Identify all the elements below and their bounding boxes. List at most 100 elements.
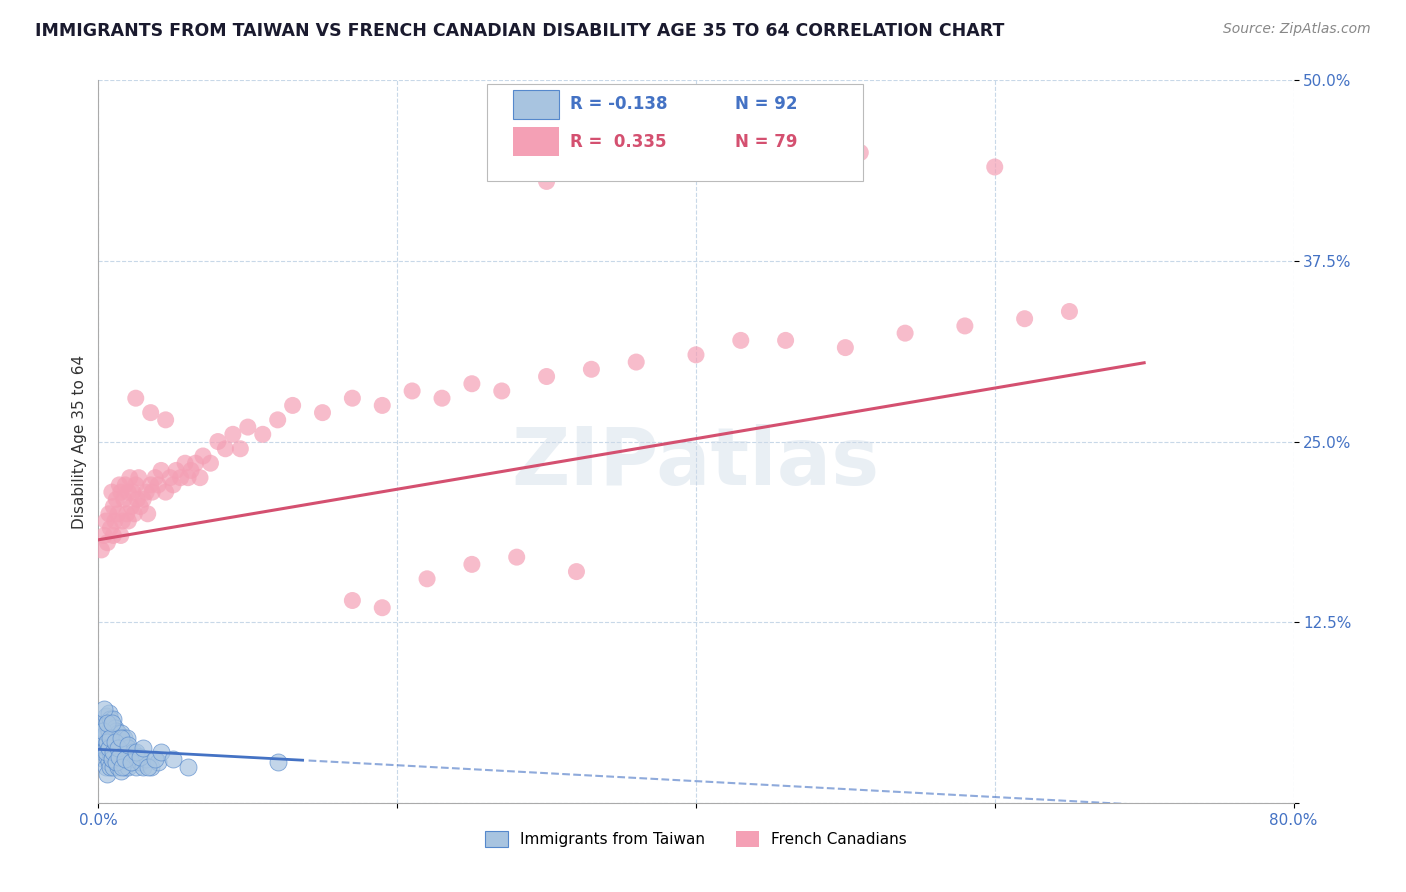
Point bbox=[125, 391, 148, 405]
Point bbox=[98, 760, 122, 774]
Point bbox=[112, 492, 135, 507]
Point bbox=[132, 760, 155, 774]
Point bbox=[118, 749, 141, 764]
Point bbox=[804, 153, 827, 167]
Text: Source: ZipAtlas.com: Source: ZipAtlas.com bbox=[1223, 22, 1371, 37]
Point bbox=[91, 723, 114, 738]
Text: R =  0.335: R = 0.335 bbox=[571, 133, 666, 151]
Point bbox=[103, 712, 125, 726]
Point bbox=[136, 760, 159, 774]
Point bbox=[120, 756, 142, 770]
Point bbox=[401, 384, 423, 398]
Point bbox=[141, 485, 163, 500]
Y-axis label: Disability Age 35 to 64: Disability Age 35 to 64 bbox=[72, 354, 87, 529]
Point bbox=[111, 735, 134, 749]
Point bbox=[581, 362, 603, 376]
Point bbox=[98, 521, 122, 535]
Point bbox=[101, 752, 124, 766]
Point bbox=[536, 174, 558, 188]
Point bbox=[180, 463, 202, 477]
Point bbox=[121, 745, 143, 759]
Point bbox=[103, 731, 125, 745]
Point bbox=[103, 760, 125, 774]
Point bbox=[430, 391, 453, 405]
Point bbox=[120, 756, 142, 770]
Point bbox=[150, 745, 173, 759]
Point bbox=[94, 514, 117, 528]
Point bbox=[110, 764, 132, 778]
Point bbox=[371, 600, 394, 615]
Point bbox=[132, 492, 155, 507]
Point bbox=[165, 463, 187, 477]
Point bbox=[105, 740, 128, 755]
Point bbox=[96, 716, 118, 731]
Point bbox=[267, 413, 290, 427]
Point bbox=[214, 442, 236, 456]
Point bbox=[96, 749, 118, 764]
Point bbox=[834, 341, 856, 355]
Point bbox=[236, 420, 259, 434]
Point bbox=[135, 485, 157, 500]
Point bbox=[162, 752, 184, 766]
Point bbox=[103, 745, 125, 759]
Point bbox=[101, 716, 124, 731]
Text: R = -0.138: R = -0.138 bbox=[571, 95, 668, 113]
Point bbox=[110, 485, 132, 500]
Point bbox=[97, 723, 120, 738]
Point bbox=[121, 485, 143, 500]
Point bbox=[111, 760, 134, 774]
Point bbox=[107, 507, 129, 521]
Point bbox=[775, 334, 797, 348]
Point bbox=[191, 449, 214, 463]
Point bbox=[124, 507, 146, 521]
Point bbox=[101, 721, 124, 735]
Point bbox=[129, 756, 152, 770]
Point bbox=[105, 756, 128, 770]
Point bbox=[96, 716, 118, 731]
Point bbox=[416, 572, 439, 586]
Point bbox=[107, 726, 129, 740]
Text: N = 79: N = 79 bbox=[735, 133, 799, 151]
Point bbox=[491, 384, 513, 398]
Point bbox=[103, 500, 125, 514]
Point bbox=[120, 500, 142, 514]
Point bbox=[143, 470, 166, 484]
Point bbox=[169, 470, 191, 484]
Point bbox=[104, 738, 127, 752]
Point bbox=[108, 731, 131, 745]
Point bbox=[91, 723, 114, 738]
Point bbox=[104, 514, 127, 528]
Point bbox=[626, 355, 648, 369]
Point bbox=[117, 514, 139, 528]
Point bbox=[118, 470, 141, 484]
Point bbox=[94, 740, 117, 755]
Point bbox=[148, 478, 170, 492]
Point bbox=[94, 760, 117, 774]
Point bbox=[93, 731, 115, 745]
Point bbox=[132, 740, 155, 755]
Point bbox=[125, 745, 148, 759]
Point bbox=[177, 760, 200, 774]
Point bbox=[101, 752, 124, 766]
Point bbox=[117, 738, 139, 752]
Point bbox=[342, 593, 364, 607]
Point bbox=[115, 507, 138, 521]
Point bbox=[1014, 311, 1036, 326]
Point bbox=[93, 528, 115, 542]
Point bbox=[93, 716, 115, 731]
Point bbox=[229, 442, 252, 456]
Point bbox=[114, 760, 136, 774]
Point bbox=[267, 756, 290, 770]
Point bbox=[128, 470, 150, 484]
Point bbox=[207, 434, 229, 449]
Point bbox=[97, 756, 120, 770]
Point bbox=[107, 745, 129, 759]
Point bbox=[112, 731, 135, 745]
Point bbox=[685, 348, 707, 362]
Point bbox=[177, 470, 200, 484]
Point bbox=[136, 507, 159, 521]
Point bbox=[110, 528, 132, 542]
Point bbox=[103, 528, 125, 542]
Point bbox=[849, 145, 872, 160]
FancyBboxPatch shape bbox=[513, 90, 558, 119]
